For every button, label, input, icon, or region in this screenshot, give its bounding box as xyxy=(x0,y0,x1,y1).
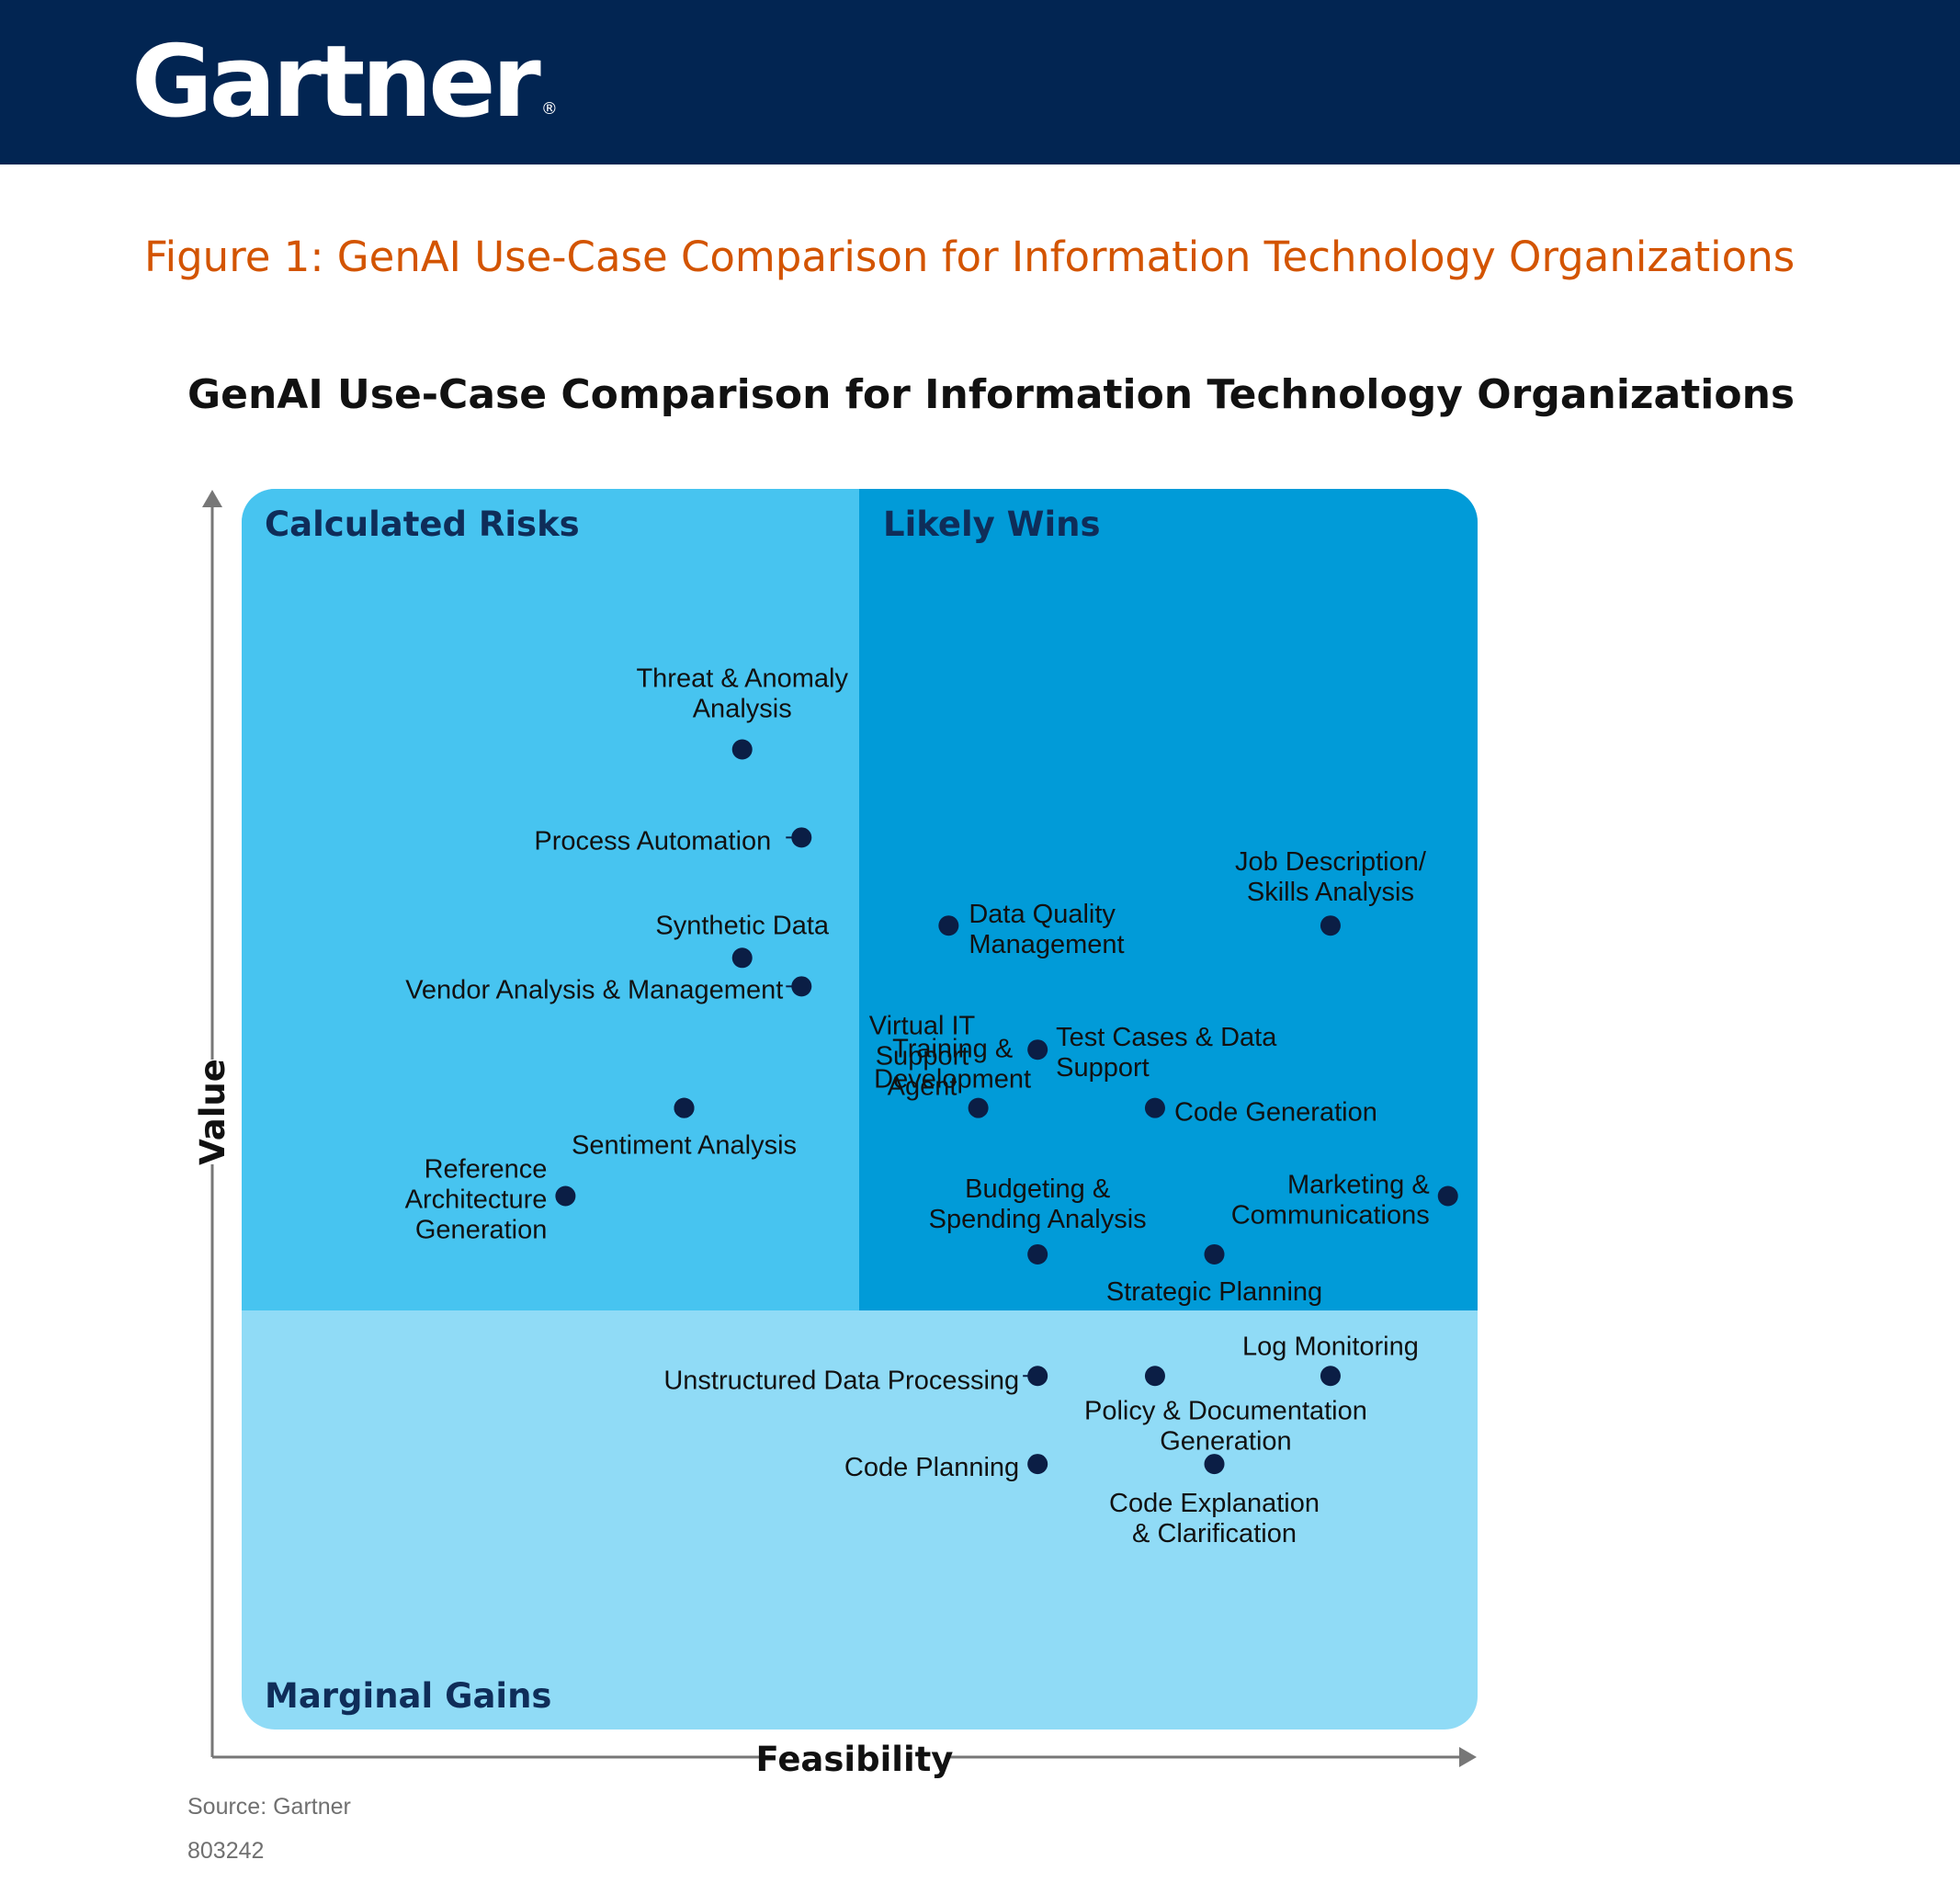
point-reference-architecture-generation xyxy=(555,1185,576,1207)
point-label-vendor-analysis-management: Vendor Analysis & Management xyxy=(405,975,783,1004)
point-label-test-cases-data-support: Test Cases & Data Support xyxy=(1056,1023,1277,1083)
point-marketing-communications xyxy=(1437,1185,1458,1207)
point-label-strategic-planning: Strategic Planning xyxy=(1106,1277,1322,1307)
point-label-virtual-it-support-agent: Virtual IT Support Agent xyxy=(869,1012,976,1102)
point-log-monitoring xyxy=(1320,1366,1341,1387)
point-label-sentiment-analysis: Sentiment Analysis xyxy=(572,1131,797,1161)
chart-title: GenAI Use-Case Comparison for Informatio… xyxy=(187,371,1796,418)
point-label-data-quality-management: Data Quality Management xyxy=(969,900,1124,959)
point-label-unstructured-data-processing: Unstructured Data Processing xyxy=(663,1366,1019,1395)
point-label-code-explanation-clarification: Code Explanation & Clarification xyxy=(1109,1489,1320,1548)
logo-text: Gartner xyxy=(131,25,541,140)
point-strategic-planning xyxy=(1204,1243,1225,1265)
y-axis-arrow-icon xyxy=(202,490,222,507)
point-code-generation xyxy=(1144,1097,1165,1118)
quadrant-label-likely-wins: Likely Wins xyxy=(883,505,1101,544)
point-code-explanation-clarification xyxy=(1204,1454,1225,1475)
quadrant-label-calculated-risks: Calculated Risks xyxy=(265,505,580,544)
point-label-reference-architecture-generation: Reference Architecture Generation xyxy=(405,1155,548,1245)
quadrant-backgrounds xyxy=(242,489,1478,1730)
point-label-training-development: Training & Development xyxy=(874,1035,1031,1094)
point-unstructured-data-processing xyxy=(1027,1366,1048,1387)
quadrant-likely-wins-area xyxy=(859,489,1478,1310)
y-axis-title: Value xyxy=(193,1059,232,1165)
point-code-planning xyxy=(1027,1454,1048,1475)
point-sentiment-analysis xyxy=(674,1097,695,1118)
quadrant-calculated-risks-area xyxy=(242,489,859,1310)
point-synthetic-data xyxy=(731,947,753,969)
quadrant-label-marginal-gains: Marginal Gains xyxy=(265,1676,551,1716)
point-label-policy-documentation-generation: Policy & Documentation Generation xyxy=(1084,1396,1367,1456)
point-threat-anomaly-analysis xyxy=(731,739,753,760)
x-axis-title: Feasibility xyxy=(756,1740,954,1779)
point-label-synthetic-data: Synthetic Data xyxy=(655,911,829,940)
point-label-marketing-communications: Marketing & Communications xyxy=(1231,1171,1430,1231)
point-training-development xyxy=(968,1097,989,1118)
point-job-description-skills-analysis xyxy=(1320,915,1341,936)
point-label-threat-anomaly-analysis: Threat & Anomaly Analysis xyxy=(636,664,848,724)
figure-caption: Figure 1: GenAI Use-Case Comparison for … xyxy=(144,232,1796,281)
point-vendor-analysis-management xyxy=(791,976,812,997)
point-label-code-planning: Code Planning xyxy=(844,1453,1019,1482)
point-label-code-generation: Code Generation xyxy=(1174,1098,1377,1128)
point-process-automation xyxy=(791,827,812,848)
source-note: Source: Gartner xyxy=(187,1794,351,1820)
header-bar: Gartner ® xyxy=(0,0,1960,164)
y-axis-title-bg xyxy=(192,1060,232,1164)
point-label-process-automation: Process Automation xyxy=(534,826,771,856)
figure-id: 803242 xyxy=(187,1838,265,1864)
point-data-quality-management xyxy=(938,915,959,936)
point-label-budgeting-spending-analysis: Budgeting & Spending Analysis xyxy=(929,1174,1147,1234)
point-test-cases-data-support xyxy=(1027,1039,1048,1060)
point-budgeting-spending-analysis xyxy=(1027,1243,1048,1265)
point-policy-documentation-generation xyxy=(1144,1366,1165,1387)
gartner-logo[interactable]: Gartner ® xyxy=(131,25,558,166)
point-label-job-description-skills-analysis: Job Description/Skills Analysis xyxy=(1235,847,1427,907)
point-label-log-monitoring: Log Monitoring xyxy=(1242,1332,1419,1361)
x-axis-arrow-icon xyxy=(1459,1747,1477,1767)
x-axis-title-bg xyxy=(761,1737,948,1777)
registered-mark: ® xyxy=(540,99,558,119)
